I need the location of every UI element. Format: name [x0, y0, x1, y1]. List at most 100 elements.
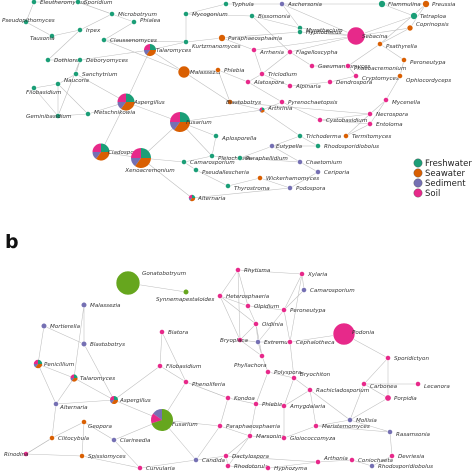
panel-a-edge [239, 157, 301, 163]
node-circle [422, 0, 430, 8]
node-circle [353, 73, 359, 79]
panel-b-edge [83, 421, 115, 441]
node-label: Extremus [264, 340, 291, 346]
panel-b-node-heterosphaeria: Heterosphaeria [217, 293, 270, 300]
panel-b-edge [225, 455, 319, 463]
panel-a-edge [385, 75, 401, 101]
panel-a-edge [261, 109, 301, 137]
node-circle [259, 353, 265, 359]
node-circle [287, 83, 293, 89]
panel-a-edge [289, 171, 319, 189]
pie-slice-freshwater [38, 359, 43, 364]
panel-b-node-biatora: Biatora [159, 329, 189, 336]
panel-b-node-peroneutypa: Peroneutypa [281, 307, 326, 314]
panel-a-edge [379, 43, 405, 61]
panel-b-edge [283, 389, 311, 407]
panel-a-edge [227, 177, 261, 187]
panel-b-edge [225, 435, 251, 457]
panel-a-node-preussia: Preussia [422, 0, 456, 8]
node-circle [80, 340, 88, 348]
node-label: Mycenella [392, 100, 421, 106]
node-circle [235, 267, 241, 273]
panel-b-edge [25, 453, 83, 457]
node-circle [137, 465, 143, 471]
panel-a-node-podospora: Podospora [287, 185, 326, 192]
panel-a-node-thyrostroma: Thyrostroma [225, 183, 270, 192]
panel-b-edge [351, 459, 373, 467]
panel-a-edge [195, 169, 229, 187]
node-circle [315, 459, 321, 465]
node-circle [347, 417, 353, 423]
panel-a-node-kurtzmanomyces: Kurtzmanomyces [183, 39, 241, 50]
node-label: Kurtzmanomyces [192, 44, 241, 50]
node-label: Cephalotheca [296, 340, 335, 346]
panel-b-edge [51, 421, 85, 439]
pie-slice-soil [117, 93, 126, 102]
node-circle [249, 13, 255, 19]
node-circle [225, 395, 231, 401]
node-label: Tetraploa [420, 14, 447, 20]
panel-b-edge [159, 365, 187, 383]
panel-a-edge [217, 69, 249, 83]
panel-a-edge [229, 101, 371, 115]
node-label: Psathyrella [386, 44, 418, 50]
panel-b-edge [139, 459, 197, 469]
network-panel-b: Gonatobotryum Synnemapestaloides Rhytisma X… [4, 267, 450, 472]
panel-a-node-claussenomyces: Claussenomyces [101, 37, 157, 44]
panel-a-node-bissomonia: Bissomonia [249, 13, 291, 20]
panel-a-node-chaetomium: Chaetomium [297, 159, 342, 166]
panel-b-node-paraphaeosphaeria: Paraphaeosphaeria [217, 423, 281, 430]
panel-b-node-podonia: Podonia [332, 322, 375, 346]
pie-slice-seawater [174, 122, 190, 132]
pie-slice-seawater [190, 198, 196, 202]
panel-a-node-alatospora: Alatospora [245, 79, 285, 86]
panel-a-edge [191, 187, 291, 199]
panel-a-node-alpinaria: Alpinaria [287, 83, 321, 90]
panel-a-edge [355, 15, 415, 37]
node-label: Phlebia [224, 68, 245, 74]
panel-b-node-extremus: Extremus [255, 339, 291, 346]
pie-slice-sediment [259, 110, 262, 113]
pie-slice-sediment [70, 378, 74, 381]
panel-b-node-phyllachora: Phyllachora [234, 353, 267, 369]
node-label: Talaromyces [156, 48, 191, 54]
node-label: Flammulina [388, 2, 421, 8]
panel-a-node-cystobasidium: Cystobasidium [317, 117, 368, 124]
node-circle [213, 133, 219, 139]
panel-a-edge [149, 49, 185, 73]
panel-a-node-geminibasidium: Geminibasidium [26, 113, 72, 120]
legend-swatch [413, 158, 423, 168]
panel-a-edge [289, 81, 331, 87]
node-circle [253, 401, 259, 407]
panel-b-node-rhytisma: Rhytisma [235, 267, 271, 274]
panel-b-node-kondoa: Kondoa [225, 395, 255, 402]
node-label: Aschersonia [287, 2, 323, 8]
pie-slice-freshwater [126, 93, 135, 102]
legend-item-sediment: Sediment [413, 178, 466, 189]
node-circle [227, 99, 233, 105]
panel-a-node-ceriporia: Ceriporia [315, 169, 350, 176]
panel-a-node-naucoria: Naucoria [55, 78, 90, 87]
panel-a-edge [379, 27, 411, 45]
legend-swatch [413, 168, 423, 178]
panel-b-node-gloiococcomyza: Gloiococcomyza [281, 435, 336, 442]
node-label: Clarireedia [120, 438, 151, 444]
panel-b-node-geopora: Geopora [81, 419, 112, 430]
node-circle [257, 175, 263, 181]
panel-a-edge [211, 155, 241, 159]
pie-slice-seawater [121, 102, 135, 111]
panel-a-node-triclodium: Triclodium [259, 71, 298, 78]
node-label: Pleiochaeta [218, 156, 251, 162]
node-label: Deboryomyces [86, 58, 128, 64]
pie-slice-freshwater [141, 148, 151, 158]
node-label: Gonatobotryum [142, 271, 187, 277]
panel-b-node-porpidia: Porpidia [384, 394, 417, 402]
panel-b-node-dactylospora: Dactylospora [223, 453, 269, 460]
pie-slice-sediment [170, 122, 180, 131]
panel-b-node-rinodina: Rinodina [4, 451, 29, 458]
panel-a-edge [281, 3, 301, 29]
node-circle [346, 26, 366, 46]
node-circle [115, 270, 141, 296]
node-label: Rhodosporidiobolus [378, 464, 433, 470]
panel-b-node-aspergillus: Aspergillus [110, 396, 151, 404]
